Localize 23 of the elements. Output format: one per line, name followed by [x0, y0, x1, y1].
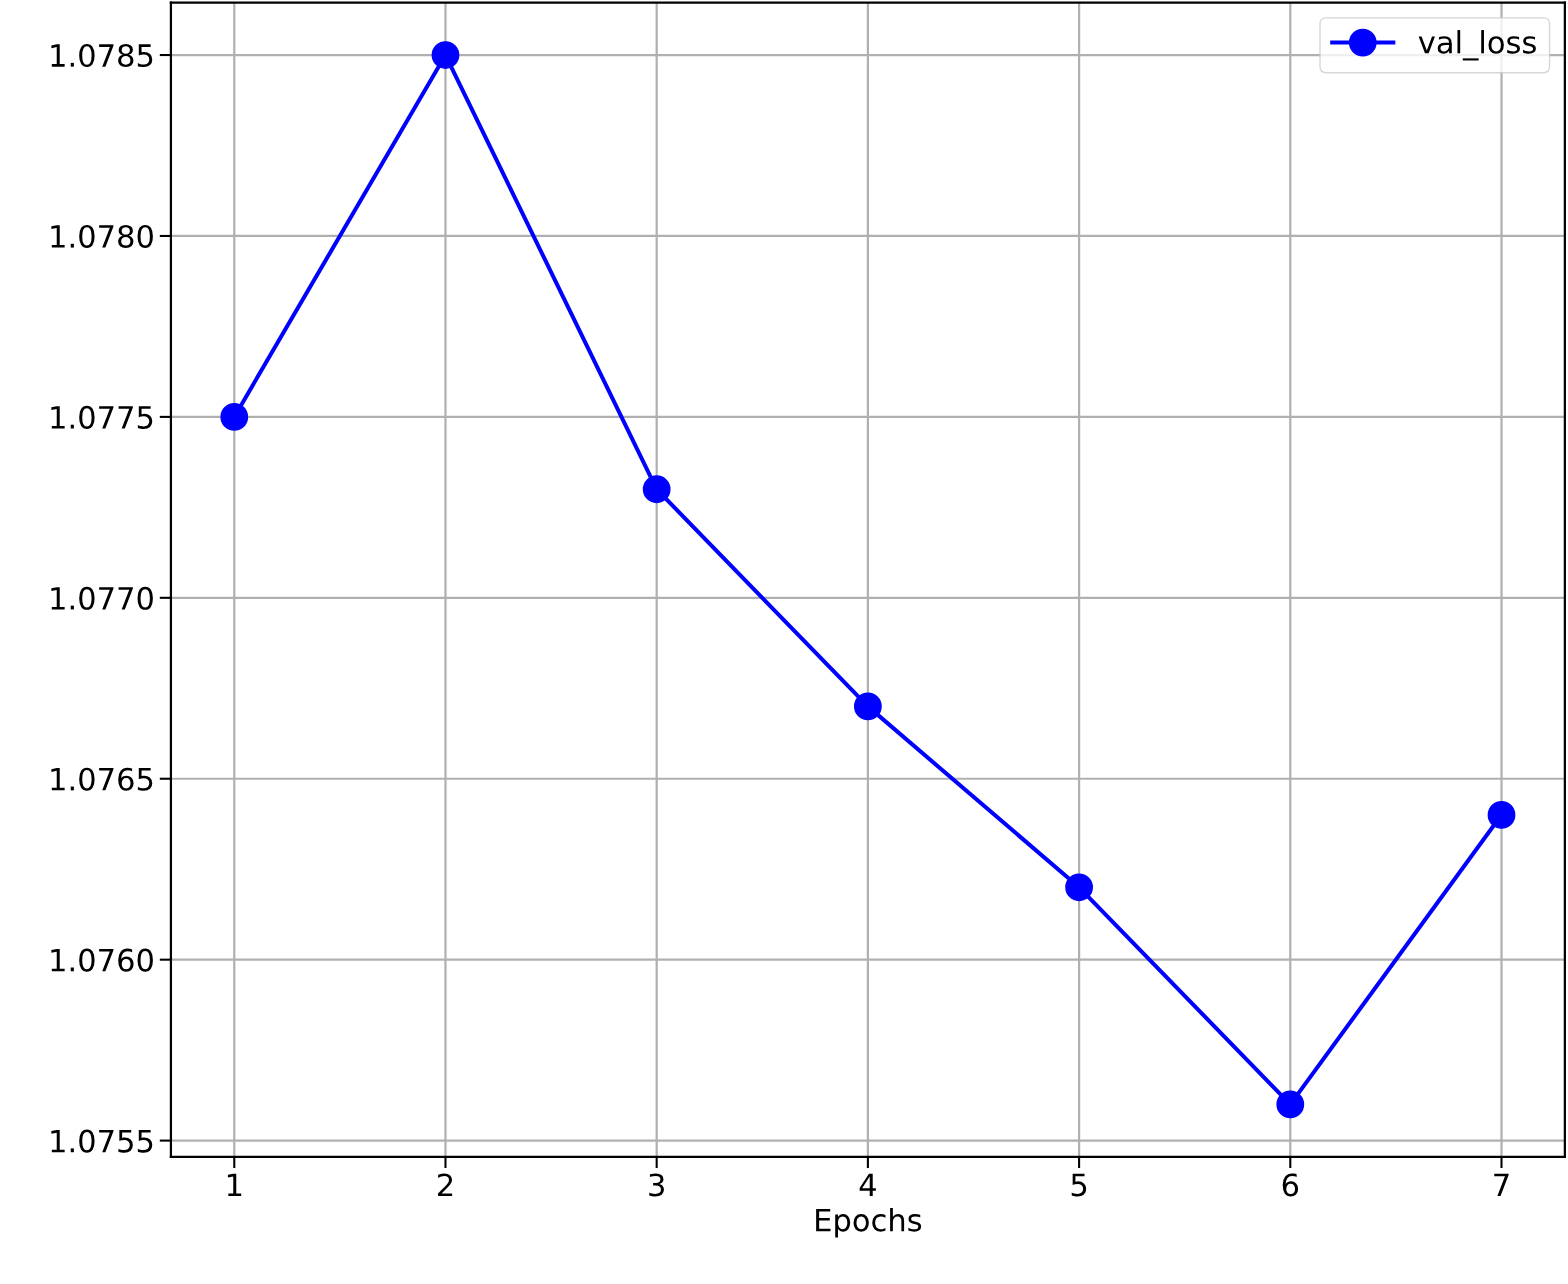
y-tick-label: 1.0755 [51, 1129, 153, 1153]
y-tick-label: 1.0770 [51, 586, 153, 610]
point [1065, 873, 1093, 902]
x-tick-label: 7 [1494, 1173, 1509, 1197]
legend-label: val_loss [1418, 30, 1536, 61]
y-tick-label: 1.0765 [51, 767, 153, 791]
y-tick-label: 1.0775 [51, 405, 153, 429]
y-tick-label: 1.0785 [51, 43, 153, 68]
x-tick-label: 4 [859, 1173, 876, 1197]
y-tick-label: 1.0760 [51, 948, 153, 972]
point [431, 41, 460, 69]
x-tick-label: 5 [1071, 1173, 1087, 1197]
point [642, 475, 671, 504]
x-tick-label: 2 [438, 1173, 453, 1197]
point [1276, 1090, 1305, 1119]
x-tick-label: 3 [649, 1173, 664, 1197]
x-tick-label: 1 [227, 1173, 242, 1197]
x-tick-label: 6 [1282, 1173, 1299, 1197]
x-axis-title: Epochs [816, 1207, 922, 1238]
point [220, 403, 249, 431]
point [1487, 801, 1516, 829]
y-tick-label: 1.0780 [51, 224, 153, 249]
point [853, 692, 882, 721]
